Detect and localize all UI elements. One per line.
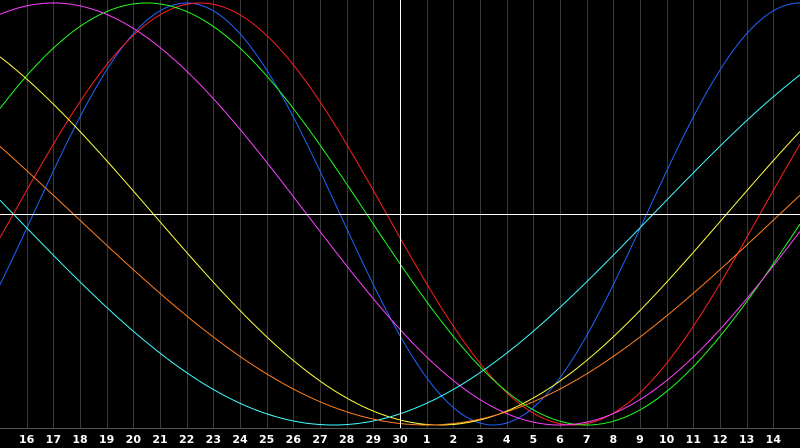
x-tick-label: 13 [739,433,754,446]
x-tick-label: 12 [712,433,727,446]
x-tick-label: 23 [206,433,221,446]
x-tick-label: 6 [556,433,564,446]
x-tick-label: 25 [259,433,274,446]
x-tick-label: 28 [339,433,354,446]
x-tick-labels: 16 17 18 19 20 21 22 23 24 25 26 27 28 29 30 1 2 3 4 5 6 7 8 9 1… [19,433,781,446]
x-tick-label: 1 [423,433,431,446]
x-tick-label: 24 [232,433,248,446]
x-tick-label: 3 [476,433,484,446]
x-tick-label: 29 [366,433,381,446]
x-tick-label: 18 [72,433,87,446]
x-tick-label: 5 [530,433,538,446]
x-tick-label: 2 [450,433,458,446]
x-tick-label: 4 [503,433,511,446]
x-tick-label: 30 [392,433,408,446]
x-tick-label: 9 [636,433,644,446]
x-tick-label: 11 [686,433,701,446]
x-tick-label: 26 [286,433,302,446]
x-tick-label: 14 [766,433,782,446]
x-tick-label: 20 [126,433,142,446]
x-tick-label: 10 [659,433,675,446]
x-tick-label: 8 [610,433,618,446]
x-tick-label: 17 [46,433,61,446]
x-tick-label: 22 [179,433,194,446]
x-tick-label: 27 [312,433,327,446]
axes [0,0,800,429]
x-tick-label: 16 [19,433,35,446]
x-tick-label: 7 [583,433,591,446]
x-tick-label: 19 [99,433,114,446]
x-tick-label: 21 [152,433,167,446]
